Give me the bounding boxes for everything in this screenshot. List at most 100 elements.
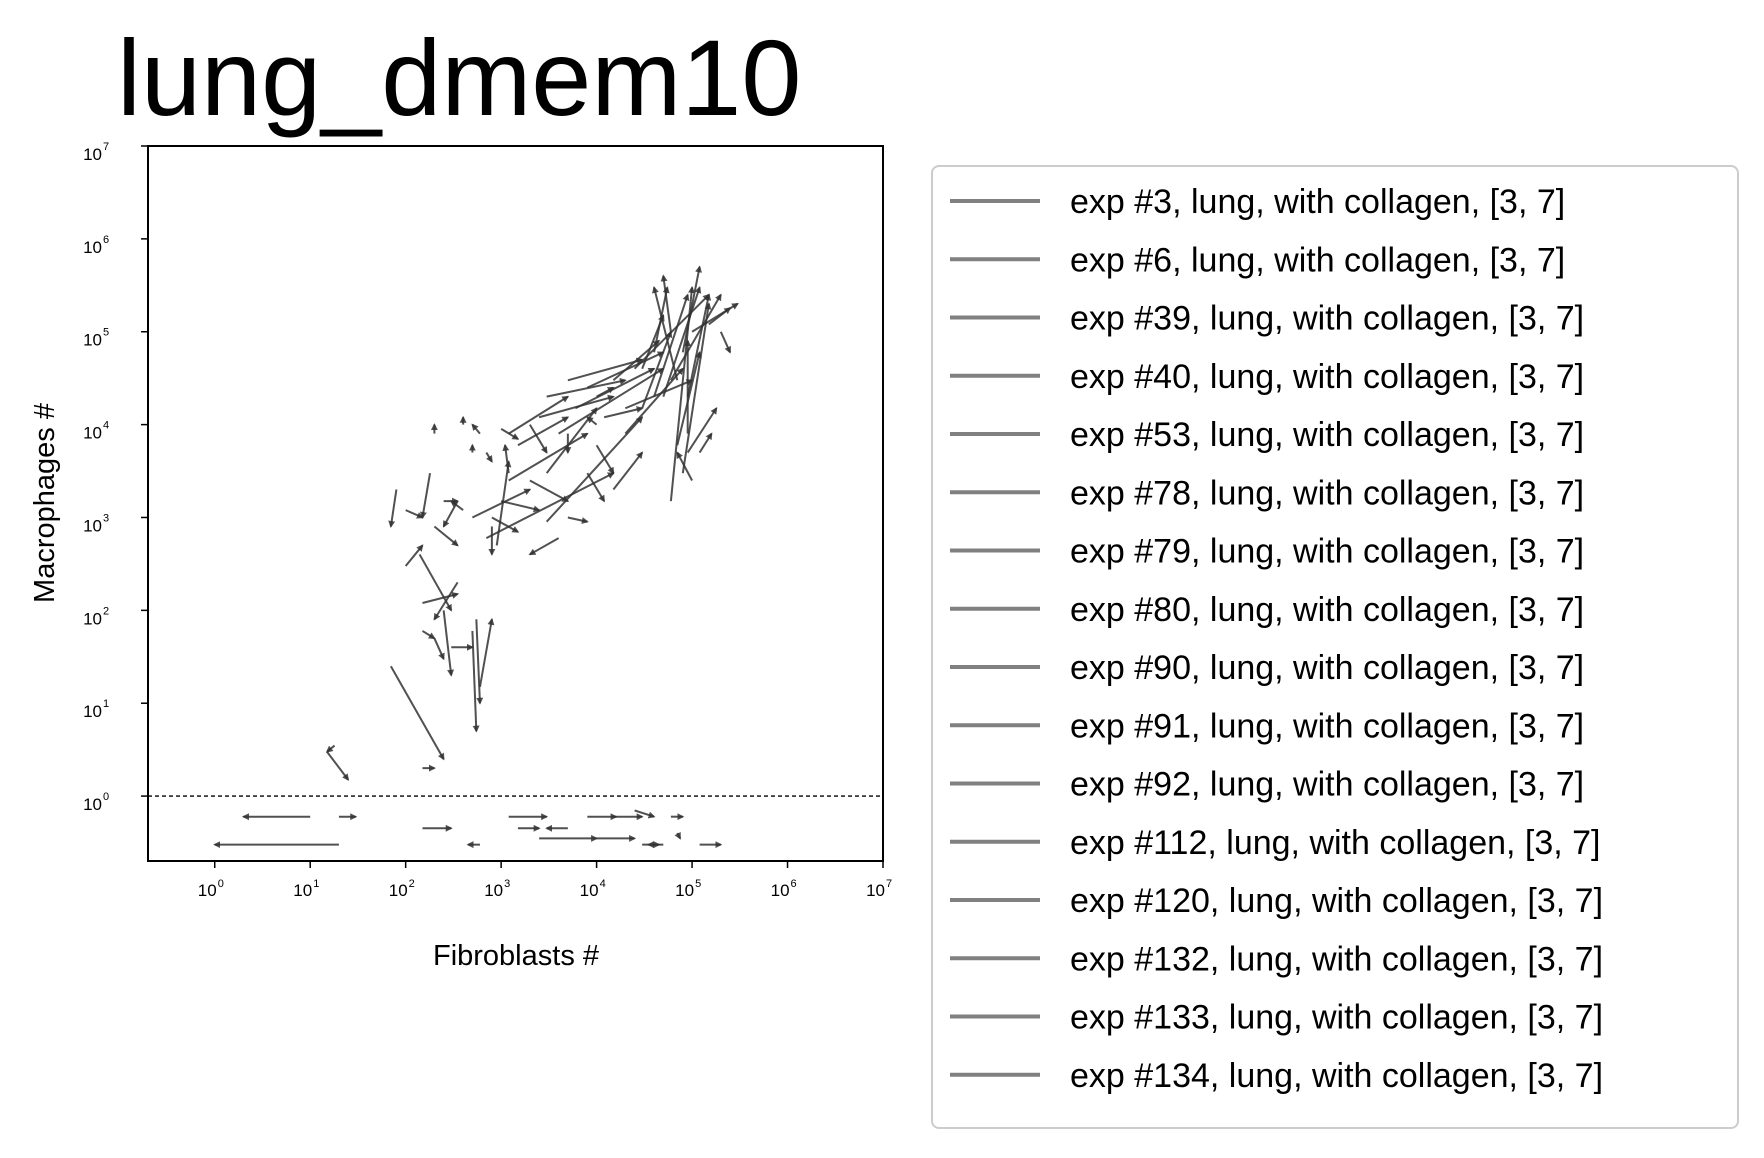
trajectory-arrow: [670, 293, 722, 381]
trajectory-arrow: [326, 751, 350, 781]
y-tick-exponent: 0: [103, 791, 109, 803]
x-tick-exponent: 4: [600, 878, 606, 890]
legend-label: exp #3, lung, with collagen, [3, 7]: [1070, 183, 1565, 221]
x-tick-label: 10: [771, 881, 790, 900]
trajectory-arrow: [545, 416, 644, 523]
trajectory-arrow: [676, 350, 702, 446]
trajectory-arrow: [567, 357, 644, 382]
trajectory-arrow: [612, 451, 644, 491]
y-tick-label: 10: [83, 331, 102, 350]
trajectory-arrow: [546, 377, 627, 398]
trajectory-arrow: [676, 451, 693, 481]
trajectory-arrow: [660, 274, 672, 332]
trajectory-arrow: [442, 500, 459, 528]
legend-label: exp #53, lung, with collagen, [3, 7]: [1070, 416, 1584, 454]
trajectory-arrow: [433, 525, 459, 547]
trajectory-arrow: [475, 619, 484, 705]
trajectory-arrow: [405, 509, 424, 519]
trajectory-arrow: [674, 831, 682, 840]
legend-items: exp #3, lung, with collagen, [3, 7] exp #…: [950, 183, 1603, 1095]
y-tick-label: 10: [83, 238, 102, 257]
trajectory-arrow: [686, 406, 718, 454]
trajectory-arrow: [652, 285, 679, 381]
trajectory-arrow: [528, 537, 560, 556]
trajectory-arrow: [404, 544, 424, 567]
trajectory-arrow: [586, 351, 665, 389]
legend-label: exp #91, lung, with collagen, [3, 7]: [1070, 707, 1584, 745]
x-ticks: 10 0 10 1 10 2 10 3 10 4 10 5 10 6 10 7: [198, 861, 892, 900]
trajectory-arrow: [595, 444, 615, 475]
trajectory-arrow: [586, 416, 598, 426]
legend-box: [931, 165, 1739, 1129]
trajectory-arrow: [508, 432, 589, 482]
trajectory-arrow: [686, 293, 712, 397]
trajectory-arrow: [517, 416, 570, 447]
x-tick-label: 10: [580, 881, 599, 900]
y-tick-exponent: 3: [103, 512, 109, 524]
legend: exp #3, lung, with collagen, [3, 7] exp #…: [931, 165, 1739, 1129]
x-tick-label: 10: [484, 881, 503, 900]
y-tick-exponent: 4: [103, 420, 109, 432]
trajectory-arrow: [603, 406, 644, 419]
x-tick-label: 10: [675, 881, 694, 900]
x-tick-label: 10: [866, 881, 885, 900]
trajectory-arrow: [529, 479, 570, 503]
trajectory-arrow: [390, 665, 445, 761]
trajectory-arrow: [529, 424, 548, 454]
y-tick-label: 10: [83, 145, 102, 164]
x-tick-exponent: 2: [409, 878, 415, 890]
trajectory-arrow: [653, 293, 690, 397]
x-tick-exponent: 0: [218, 878, 224, 890]
trajectory-arrow: [421, 630, 436, 640]
trajectory-arrow: [442, 610, 455, 677]
legend-label: exp #134, lung, with collagen, [3, 7]: [1070, 1057, 1603, 1095]
legend-label: exp #80, lung, with collagen, [3, 7]: [1070, 591, 1584, 629]
x-tick-exponent: 3: [504, 878, 510, 890]
trajectory-arrow: [500, 428, 520, 440]
plot-frame: [147, 145, 884, 862]
legend-label: exp #133, lung, with collagen, [3, 7]: [1070, 999, 1603, 1037]
y-tick-exponent: 7: [103, 141, 109, 153]
legend-label: exp #79, lung, with collagen, [3, 7]: [1070, 533, 1584, 571]
trajectory-arrow: [471, 488, 532, 519]
legend-label: exp #92, lung, with collagen, [3, 7]: [1070, 766, 1584, 804]
y-axis-label: Macrophages #: [29, 403, 61, 603]
x-tick-label: 10: [389, 881, 408, 900]
trajectory-arrow: [586, 472, 606, 503]
trajectory-arrow: [691, 302, 739, 333]
y-tick-label: 10: [83, 609, 102, 628]
trajectory-arrow: [388, 489, 398, 528]
trajectory-arrow: [433, 581, 459, 621]
trajectory-arrow: [708, 307, 732, 326]
trajectory-arrow: [500, 500, 541, 513]
trajectory-arrow: [719, 331, 731, 354]
trajectory-arrow: [641, 330, 673, 409]
y-tick-exponent: 2: [103, 605, 109, 617]
trajectory-arrow: [574, 367, 656, 410]
y-tick-label: 10: [83, 424, 102, 443]
x-tick-exponent: 7: [886, 878, 892, 890]
trajectory-arrow: [502, 443, 510, 474]
y-tick-exponent: 5: [103, 327, 109, 339]
legend-label: exp #120, lung, with collagen, [3, 7]: [1070, 882, 1603, 920]
trajectory-arrow: [624, 367, 684, 435]
trajectory-arrow: [419, 473, 432, 519]
trajectory-arrow: [508, 395, 570, 435]
trajectory-arrow: [698, 432, 713, 454]
trajectory-arrow: [558, 367, 665, 435]
y-tick-exponent: 6: [103, 234, 109, 246]
legend-label: exp #78, lung, with collagen, [3, 7]: [1070, 474, 1584, 512]
trajectory-arrow: [422, 591, 460, 604]
trajectory-arrow: [433, 637, 445, 661]
x-tick-exponent: 1: [313, 878, 319, 890]
trajectory-arrow: [633, 293, 710, 370]
trajectory-arrow: [491, 516, 520, 533]
legend-label: exp #112, lung, with collagen, [3, 7]: [1070, 824, 1601, 862]
x-tick-exponent: 6: [791, 878, 797, 890]
trajectory-arrow: [662, 286, 702, 397]
legend-label: exp #40, lung, with collagen, [3, 7]: [1070, 358, 1584, 396]
trajectory-arrow: [567, 516, 589, 524]
legend-label: exp #6, lung, with collagen, [3, 7]: [1070, 241, 1565, 279]
x-tick-exponent: 5: [695, 878, 701, 890]
